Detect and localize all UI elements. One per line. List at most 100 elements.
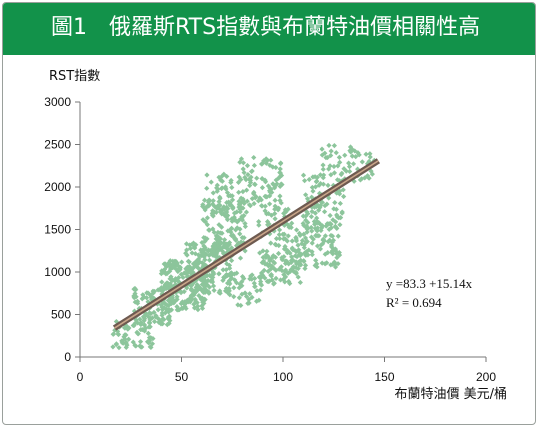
data-point <box>290 268 297 274</box>
data-point <box>258 161 265 167</box>
data-point <box>239 279 245 285</box>
data-point <box>239 274 246 280</box>
data-point <box>214 188 220 194</box>
data-point <box>258 270 265 276</box>
scatter-chart: RST指數 布蘭特油價 美元/桶 05001000150020002500300… <box>44 69 507 402</box>
data-point <box>166 320 172 326</box>
data-point <box>320 236 326 242</box>
data-point <box>220 267 226 273</box>
data-point <box>201 300 207 306</box>
data-point <box>281 231 287 238</box>
data-point <box>201 218 207 224</box>
data-point <box>272 211 278 217</box>
data-point <box>123 332 129 338</box>
data-point <box>199 260 205 266</box>
data-point <box>242 223 248 230</box>
title-banner: 圖1 俄羅斯RTS指數與布蘭特油價相關性高 <box>3 3 535 55</box>
data-point <box>116 345 122 351</box>
data-point <box>327 163 333 169</box>
data-point <box>188 282 194 289</box>
data-point <box>132 291 138 297</box>
data-point <box>272 241 278 247</box>
data-point <box>312 210 318 216</box>
data-point <box>309 240 315 246</box>
data-point <box>173 266 179 272</box>
data-point <box>301 231 307 237</box>
data-point <box>208 273 214 280</box>
data-point <box>309 204 315 210</box>
data-point <box>159 312 165 318</box>
data-point <box>170 297 176 303</box>
data-point <box>293 270 299 276</box>
data-point <box>333 219 339 225</box>
data-point <box>115 331 121 337</box>
data-point <box>322 233 329 239</box>
data-point <box>256 222 262 228</box>
data-point <box>258 278 264 285</box>
data-point <box>206 284 213 290</box>
data-point <box>205 203 211 210</box>
data-point <box>329 233 336 239</box>
trendline-inner <box>114 160 379 329</box>
data-point <box>257 287 264 293</box>
data-point <box>332 261 338 267</box>
data-point <box>158 285 165 291</box>
data-point <box>210 274 216 281</box>
data-point <box>265 268 271 275</box>
data-point <box>271 281 277 287</box>
data-point <box>167 276 173 282</box>
data-point <box>349 153 355 159</box>
data-point <box>246 300 252 306</box>
data-point <box>346 164 353 170</box>
data-point <box>271 260 278 266</box>
data-point <box>211 287 217 294</box>
data-point <box>209 279 216 285</box>
data-point <box>237 231 243 237</box>
data-point <box>275 175 282 181</box>
data-point <box>134 298 141 304</box>
data-point <box>236 217 242 223</box>
data-point <box>302 235 309 241</box>
data-point <box>228 179 234 186</box>
y-tick-label: 1500 <box>44 223 71 237</box>
data-point <box>264 218 271 225</box>
data-point <box>178 301 184 307</box>
data-point <box>284 238 290 244</box>
data-point <box>295 274 301 280</box>
data-point <box>192 245 198 251</box>
data-point <box>184 252 190 258</box>
data-point <box>304 196 311 202</box>
data-point <box>286 261 292 267</box>
data-point <box>138 344 144 350</box>
data-point <box>320 162 326 168</box>
data-point <box>282 213 288 220</box>
data-point <box>178 290 184 296</box>
data-point <box>134 320 141 326</box>
data-point <box>246 296 252 303</box>
data-point <box>261 158 267 164</box>
data-point <box>260 272 266 278</box>
data-point <box>282 279 288 285</box>
data-point <box>320 175 326 181</box>
data-point <box>334 212 340 218</box>
data-point <box>177 267 183 273</box>
data-point <box>247 291 253 297</box>
data-point <box>168 300 175 307</box>
data-point <box>236 189 242 195</box>
data-point <box>271 228 277 234</box>
data-point <box>226 193 232 199</box>
data-point <box>278 181 284 187</box>
data-point <box>273 164 279 171</box>
data-point <box>266 201 273 207</box>
data-point <box>262 261 268 267</box>
data-point <box>316 233 322 239</box>
data-point <box>200 286 206 292</box>
data-point <box>195 307 201 313</box>
data-point <box>146 291 152 297</box>
data-point <box>224 261 230 267</box>
data-point <box>131 286 137 292</box>
data-point <box>123 344 129 350</box>
data-point <box>204 172 210 178</box>
data-point <box>164 322 170 328</box>
data-point <box>329 249 335 255</box>
